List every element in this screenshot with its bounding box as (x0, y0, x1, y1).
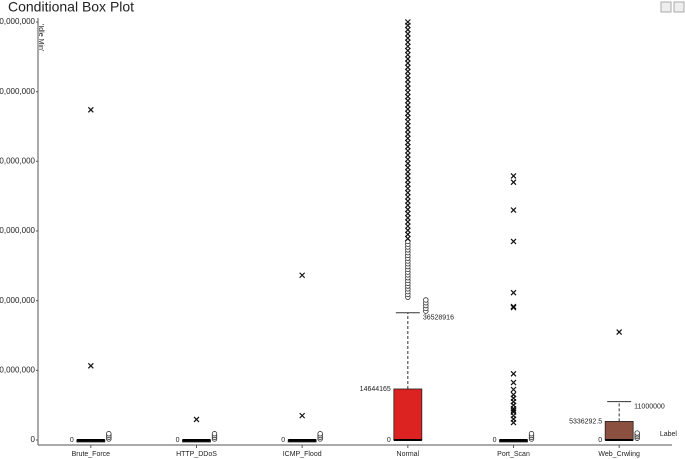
y-tick-label: 60,000,000 (0, 226, 36, 235)
y-tick-label: 40,000,000 (0, 296, 36, 305)
value-label: 0 (387, 437, 391, 444)
extreme-outlier (299, 412, 306, 419)
extreme-outlier (510, 173, 517, 179)
extreme-outlier (510, 289, 517, 296)
extreme-outlier (510, 391, 517, 398)
extreme-outlier (510, 179, 517, 186)
mild-outlier (106, 431, 112, 437)
y-tick-label: 20,000,000 (0, 365, 36, 374)
box (604, 421, 634, 441)
x-tick-label: HTTP_DDoS (176, 451, 217, 458)
close-icon[interactable] (673, 1, 685, 13)
extreme-outlier (193, 416, 200, 423)
value-label: 0 (70, 437, 74, 444)
extreme-outlier (510, 370, 517, 377)
extreme-outlier (510, 379, 517, 386)
extreme-outlier (87, 106, 94, 113)
mild-outlier (528, 431, 535, 437)
x-tick-label: Web_Crwling (598, 451, 640, 458)
x-tick-label: Normal (397, 451, 420, 458)
extreme-outlier (510, 238, 517, 245)
x-axis-label: Label (660, 431, 678, 438)
extreme-outlier (510, 386, 517, 393)
value-label: 0 (176, 437, 180, 444)
y-tick-label: 100,000,000 (0, 87, 36, 96)
y-tick-label: 120,000,000 (0, 17, 36, 26)
extreme-outlier (510, 303, 517, 310)
extreme-outlier (510, 304, 517, 311)
mild-outlier (634, 430, 640, 436)
value-label: 14644165 (360, 386, 391, 393)
chart-title: Conditional Box Plot (8, 0, 134, 15)
y-tick-label: 0 (31, 435, 36, 444)
value-label: 11000000 (634, 404, 665, 411)
mild-outlier (211, 431, 218, 437)
y-axis-label: 'Idle Min' (37, 24, 44, 51)
extreme-outlier (299, 272, 306, 279)
value-label: 5336292.5 (569, 418, 602, 425)
expand-icon[interactable] (660, 1, 672, 13)
extreme-outlier (87, 362, 94, 369)
extreme-outlier (404, 19, 411, 25)
extreme-outlier (510, 207, 517, 214)
value-label: 0 (493, 437, 497, 444)
box (393, 388, 423, 441)
value-label: 36528916 (423, 315, 454, 322)
x-tick-label: ICMP_Flood (283, 451, 322, 458)
mild-outlier (423, 297, 429, 303)
extreme-outlier (616, 329, 623, 335)
value-label: 0 (598, 437, 602, 444)
extreme-outlier (510, 407, 517, 414)
value-label: 0 (281, 437, 285, 444)
x-tick-label: Brute_Force (72, 451, 111, 458)
y-tick-label: 80,000,000 (0, 156, 36, 165)
mild-outlier (317, 431, 323, 437)
x-tick-label: Port_Scan (497, 451, 530, 458)
